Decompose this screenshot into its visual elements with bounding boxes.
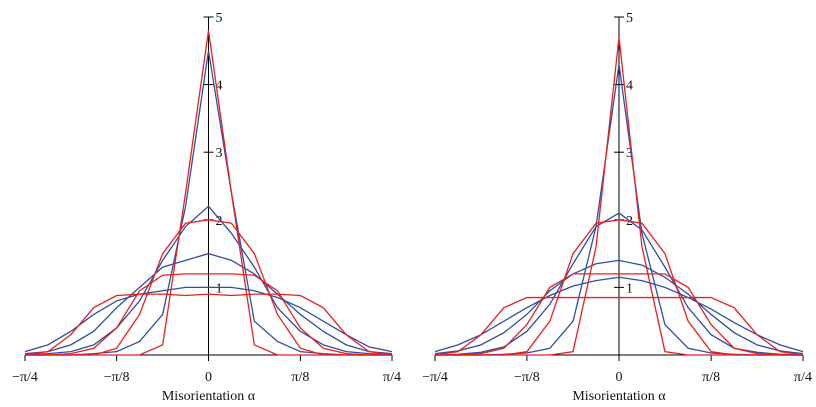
series-line (434, 259, 804, 355)
y-tick-label: 1 (626, 281, 633, 296)
x-axis-label: Misorientation α (572, 389, 666, 404)
x-tick-label: −π/4 (422, 370, 448, 385)
series-line (435, 219, 803, 356)
series-line (24, 293, 393, 356)
x-tick-label: −π/8 (514, 370, 540, 385)
x-tick-label: 0 (205, 370, 212, 385)
x-tick-label: 0 (616, 370, 623, 385)
x-tick-label: π/4 (794, 370, 812, 385)
y-tick-label: 3 (626, 146, 633, 161)
x-tick-label: π/8 (291, 370, 309, 385)
y-tick-label: 5 (216, 11, 223, 26)
series-line (434, 276, 804, 353)
x-tick-label: −π/8 (104, 370, 130, 385)
series-line (434, 296, 804, 356)
y-tick-label: 4 (626, 79, 633, 94)
x-axis-label: Misorientation α (162, 389, 256, 404)
x-tick-label: π/8 (702, 370, 720, 385)
series-line (25, 50, 392, 356)
y-tick-label: 5 (626, 11, 633, 26)
series-line (24, 205, 393, 356)
series-line (24, 252, 393, 355)
series-line (24, 286, 393, 353)
y-tick-label: 3 (216, 146, 223, 161)
series-line (435, 273, 803, 356)
y-tick-label: 4 (216, 79, 223, 94)
series-line (25, 219, 392, 356)
series-line (25, 273, 392, 356)
y-tick-label: 1 (216, 281, 223, 296)
x-tick-label: π/4 (383, 370, 401, 385)
x-tick-label: −π/4 (12, 370, 38, 385)
